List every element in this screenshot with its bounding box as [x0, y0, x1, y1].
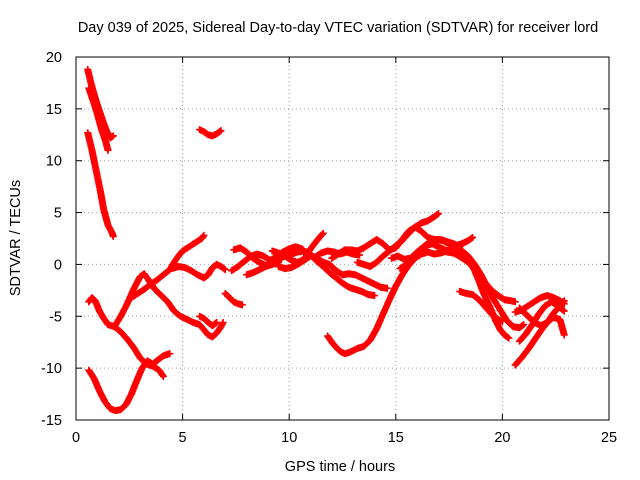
series-arc-17 — [324, 247, 451, 358]
data-point — [109, 232, 117, 240]
data-point — [219, 319, 227, 327]
data-point — [370, 292, 378, 300]
series-arc-06 — [110, 270, 227, 341]
x-tick-label: 20 — [494, 430, 510, 446]
x-tick-label: 5 — [179, 430, 187, 446]
data-point — [319, 229, 327, 237]
x-axis-label: GPS time / hours — [285, 459, 395, 475]
y-tick-label: 15 — [46, 102, 62, 118]
series-arc-27 — [511, 297, 568, 369]
data-point — [159, 371, 167, 379]
series-arc-09 — [196, 312, 221, 330]
y-tick-label: -10 — [41, 361, 62, 377]
data-point — [434, 210, 442, 218]
data-point — [559, 298, 567, 306]
series-arc-07 — [127, 231, 208, 302]
data-point — [166, 350, 174, 358]
x-tick-label: 10 — [281, 430, 297, 446]
data-point — [469, 233, 477, 241]
data-point — [559, 306, 567, 314]
series-arc-05 — [85, 350, 174, 415]
series-arc-11 — [221, 289, 246, 309]
series-arc-28 — [515, 298, 568, 345]
data-point — [318, 230, 326, 238]
chart-title: Day 039 of 2025, Sidereal Day-to-day VTE… — [78, 20, 598, 36]
plot-frame — [75, 56, 610, 421]
data-point — [505, 334, 513, 342]
series-arc-14 — [243, 258, 283, 279]
data-point — [560, 297, 568, 305]
x-tick-label: 0 — [72, 430, 80, 446]
series-arc-10 — [196, 126, 225, 140]
data-point — [213, 319, 221, 327]
data-point — [498, 317, 506, 325]
data-point — [560, 331, 568, 339]
data-points — [84, 65, 568, 415]
tick-labels: 0 5 10 15 20 25 -15 -10 -5 0 5 10 15 20 — [41, 50, 617, 446]
x-tick-label: 15 — [388, 430, 404, 446]
series-arc-02 — [85, 84, 112, 154]
y-tick-label: 10 — [46, 154, 62, 170]
series-arc-24 — [456, 287, 506, 325]
data-point — [159, 372, 167, 380]
series-arc-19 — [353, 210, 442, 271]
y-tick-label: -15 — [41, 413, 62, 429]
x-tick-label: 25 — [601, 430, 617, 446]
grid-lines — [76, 57, 609, 420]
data-point — [221, 266, 229, 274]
data-point — [520, 321, 528, 329]
data-point — [238, 301, 246, 309]
data-point — [383, 284, 391, 292]
series-arc-15 — [275, 252, 391, 292]
data-point — [200, 231, 208, 239]
data-point — [109, 132, 117, 140]
y-tick-label: 0 — [54, 257, 62, 273]
series-arc-08 — [168, 260, 229, 282]
data-point — [217, 127, 225, 135]
series-arc-16 — [268, 247, 378, 300]
data-point — [104, 146, 112, 154]
data-point — [511, 298, 519, 306]
y-tick-label: 5 — [54, 206, 62, 222]
y-tick-label: 20 — [46, 50, 62, 66]
series-arc-03 — [84, 129, 117, 240]
y-axis-label: SDTVAR / TECUs — [8, 180, 24, 296]
series-arc-04 — [85, 294, 167, 380]
data-point — [560, 307, 568, 315]
y-tick-label: -5 — [49, 309, 62, 325]
series-arc-23 — [451, 244, 528, 332]
